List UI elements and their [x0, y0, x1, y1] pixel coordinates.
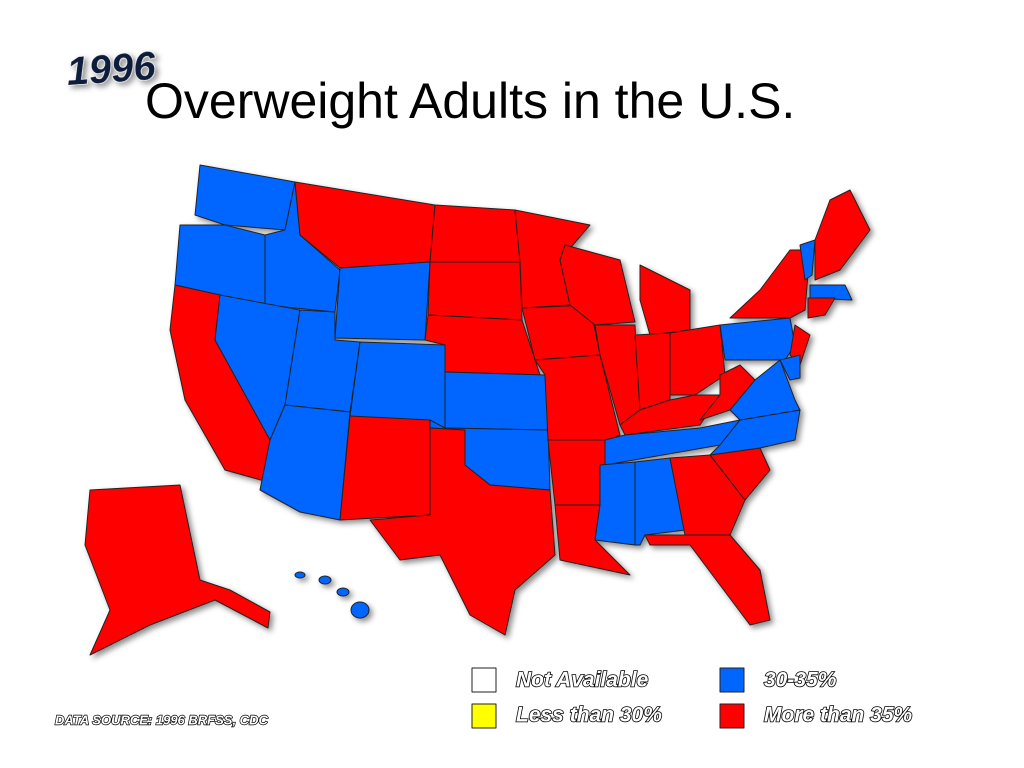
legend-swatch: [471, 703, 497, 729]
state: [318, 575, 332, 585]
state: [369, 427, 556, 636]
state: [349, 341, 446, 429]
state: [644, 534, 771, 626]
state: [194, 164, 296, 231]
state: [729, 359, 801, 421]
data-source: DATA SOURCE: 1996 BRFSS, CDC: [55, 712, 268, 727]
state: [814, 189, 871, 281]
state: [807, 297, 836, 319]
legend: Not Available Less than 30% 30-35% More …: [471, 667, 913, 729]
legend-swatch: [719, 703, 745, 729]
state: [669, 324, 726, 396]
state: [336, 587, 350, 597]
state: [554, 504, 631, 576]
state: [427, 261, 523, 321]
state: [259, 404, 351, 521]
year-badge: 1996: [65, 44, 158, 94]
legend-label: More than 35%: [764, 704, 913, 727]
state: [294, 571, 306, 579]
state: [444, 371, 549, 431]
state: [639, 264, 691, 336]
state: [669, 454, 746, 536]
state: [334, 261, 431, 341]
state: [809, 284, 853, 301]
state: [779, 354, 801, 381]
state: [719, 317, 796, 361]
state: [799, 239, 816, 281]
legend-label: Less than 30%: [516, 704, 662, 727]
state: [594, 461, 636, 546]
state: [350, 601, 370, 619]
us-map: [84, 164, 871, 656]
state: [84, 484, 271, 656]
state: [634, 332, 671, 411]
legend-label: 30-35%: [764, 669, 837, 692]
legend-swatch: [719, 667, 745, 693]
state: [339, 415, 431, 521]
state: [429, 204, 521, 263]
slide-title: Overweight Adults in the U.S.: [145, 73, 795, 129]
state: [729, 249, 811, 319]
legend-label: Not Available: [516, 669, 649, 692]
legend-swatch: [471, 667, 497, 693]
